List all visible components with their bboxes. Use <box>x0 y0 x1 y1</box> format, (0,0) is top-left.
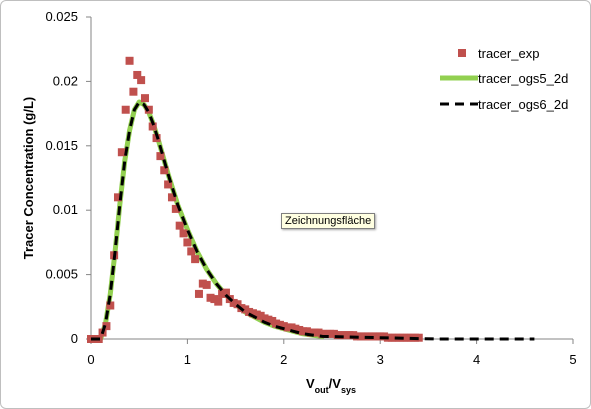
y-tick-label: 0.005 <box>45 267 78 282</box>
x-tick-label: 1 <box>184 352 191 367</box>
data-point-tracer-exp <box>121 105 130 114</box>
data-point-tracer-exp <box>167 193 176 202</box>
data-point-tracer-exp <box>129 87 138 96</box>
x-tick-label: 4 <box>473 352 480 367</box>
data-point-tracer-exp <box>148 122 157 131</box>
x-tick-label: 5 <box>569 352 576 367</box>
data-point-tracer-exp <box>414 333 423 342</box>
data-point-tracer-exp <box>113 193 122 202</box>
y-axis-title: Tracer Concentration (g/L) <box>21 97 36 260</box>
y-tick-label: 0.01 <box>53 202 78 217</box>
data-point-tracer-exp <box>160 166 169 175</box>
legend-label: tracer_exp <box>478 46 539 61</box>
data-point-tracer-exp <box>187 247 196 256</box>
y-tick-label: 0.015 <box>45 138 78 153</box>
x-tick-label: 2 <box>280 352 287 367</box>
data-point-tracer-exp <box>156 152 165 161</box>
y-tick-label: 0.025 <box>45 9 78 24</box>
data-point-tracer-exp <box>133 70 142 79</box>
data-point-tracer-exp <box>106 301 115 310</box>
x-tick-label: 3 <box>377 352 384 367</box>
data-point-tracer-exp <box>179 229 188 238</box>
data-point-tracer-exp <box>175 221 184 230</box>
data-point-tracer-exp <box>202 280 211 289</box>
axis-titles: Tracer Concentration (g/L) Vout/Vsys <box>21 97 356 395</box>
axes: 0 0.005 0.01 0.015 0.02 0.025 0 1 2 3 4 5 <box>45 9 576 367</box>
data-point-tracer-exp <box>214 297 223 306</box>
legend-marker-tracer-exp <box>458 49 466 57</box>
y-tick-label: 0 <box>71 331 78 346</box>
data-point-tracer-exp <box>117 148 126 157</box>
data-point-tracer-exp <box>194 289 203 298</box>
legend[interactable]: tracer_exp tracer_ogs5_2d tracer_ogs6_2d <box>440 46 568 112</box>
tooltip: Zeichnungsfläche <box>281 213 376 229</box>
data-point-tracer-exp <box>171 204 180 213</box>
x-axis-title: Vout/Vsys <box>306 376 356 395</box>
data-point-tracer-exp <box>164 180 173 189</box>
data-point-tracer-exp <box>191 255 200 264</box>
legend-label: tracer_ogs5_2d <box>478 71 568 86</box>
data-point-tracer-exp <box>102 322 111 331</box>
data-point-tracer-exp <box>140 94 149 103</box>
data-point-tracer-exp <box>125 56 134 65</box>
x-tick-label: 0 <box>87 352 94 367</box>
data-point-tracer-exp <box>221 288 230 297</box>
data-point-tracer-exp <box>137 76 146 85</box>
series-layer <box>87 56 535 343</box>
data-point-tracer-exp <box>183 238 192 247</box>
y-tick-label: 0.02 <box>53 73 78 88</box>
legend-label: tracer_ogs6_2d <box>478 97 568 112</box>
